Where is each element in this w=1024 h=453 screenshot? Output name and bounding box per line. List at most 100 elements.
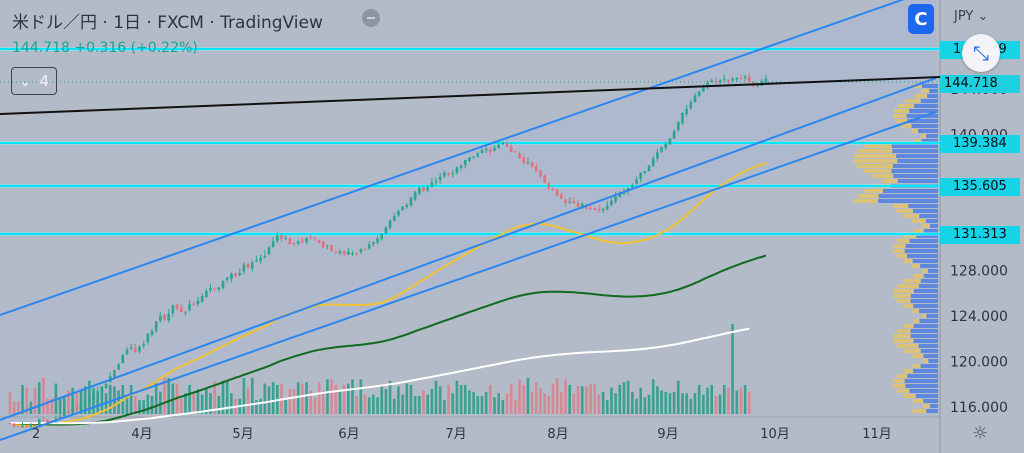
gear-icon[interactable]: ☼ [972, 423, 989, 444]
candle-body [560, 194, 563, 199]
volume-bar [376, 397, 379, 414]
black-trendline[interactable] [0, 76, 941, 115]
profile-bar-a [903, 259, 913, 263]
profile-bar-a [864, 144, 892, 148]
candle-body [209, 287, 212, 291]
volume-bar [626, 380, 630, 414]
candle-body [196, 300, 200, 305]
profile-bar-a [864, 189, 883, 193]
candle-body [121, 355, 125, 364]
candle-body [422, 187, 425, 191]
volume-bar [8, 391, 12, 414]
profile-bar-b [896, 154, 938, 158]
price-label-131313[interactable]: 131.313 [940, 226, 1020, 244]
volume-bar [714, 396, 718, 414]
volume-bar [731, 324, 734, 414]
trend-channel[interactable] [0, 0, 937, 441]
profile-bar-b [914, 104, 938, 108]
candle-body [418, 187, 421, 194]
profile-bar-a [913, 319, 920, 323]
profile-bar-b [929, 224, 938, 228]
symbol-title[interactable]: 米ドル／円 · 1日 · FXCM · TradingView [12, 13, 323, 33]
profile-bar-a [893, 244, 906, 248]
volume-bar [681, 393, 684, 414]
volume-bar [601, 391, 605, 414]
candle-body [117, 364, 120, 370]
profile-bar-b [930, 404, 938, 408]
candle-body [188, 303, 191, 311]
volume-bar [100, 386, 104, 414]
volume-bar [146, 394, 150, 414]
channel-upper-line[interactable] [0, 0, 936, 316]
candle-body [100, 387, 104, 391]
candle-body [129, 347, 133, 349]
profile-bar-b [893, 164, 938, 168]
volume-bar [447, 384, 450, 414]
indicator-count: 4 [39, 72, 50, 90]
tradingview-logo-icon[interactable]: C [908, 4, 934, 34]
volume-bar [651, 379, 655, 414]
profile-bar-a [903, 214, 920, 218]
volume-bar [664, 391, 668, 414]
candle-body [46, 419, 49, 423]
candle-body [702, 85, 705, 92]
candle-body [363, 249, 367, 251]
profile-bar-b [878, 194, 938, 198]
volume-bar [497, 393, 500, 414]
volume-bar [405, 383, 409, 414]
channel-lower-line[interactable] [0, 111, 937, 441]
candle-body [29, 424, 33, 427]
volume-bar [334, 384, 338, 414]
candle-body [326, 245, 329, 247]
volume-bar [618, 384, 622, 414]
profile-bar-a [922, 314, 927, 318]
volume-bar [271, 382, 275, 414]
profile-bar-a [893, 109, 910, 113]
candle-body [455, 167, 459, 173]
profile-bar-b [920, 99, 938, 103]
collapse-icon[interactable] [362, 9, 380, 27]
volume-bar [221, 380, 225, 414]
volume-bar [179, 398, 183, 414]
volume-bar [576, 386, 580, 414]
volume-bar [250, 378, 254, 414]
x-tick-label: 9月 [657, 427, 678, 442]
price-label-135605[interactable]: 135.605 [940, 178, 1020, 196]
profile-bar-a [897, 104, 915, 108]
profile-bar-a [881, 179, 898, 183]
candle-body [555, 189, 559, 196]
candle-body [330, 245, 333, 252]
volume-bar [685, 393, 688, 414]
horizontal-lines[interactable] [0, 47, 940, 236]
price-label-last: 144.718 [940, 75, 1020, 93]
volume-bar [42, 378, 45, 414]
profile-bar-a [853, 154, 897, 158]
minimize-icon[interactable]: ⤡ [962, 34, 1000, 72]
volume-bar [388, 380, 392, 414]
volume-bar [313, 397, 317, 414]
profile-bar-b [915, 394, 938, 398]
profile-bar-a [896, 209, 913, 213]
candle-body [179, 307, 183, 313]
candle-body [259, 257, 262, 262]
volume-bar [593, 383, 597, 414]
volume-bar [555, 378, 559, 414]
candle-body [288, 238, 292, 244]
candle-body [764, 78, 768, 82]
ma-line-white [10, 327, 750, 425]
candle-body [221, 280, 225, 288]
volume-bar [727, 387, 730, 414]
candle-body [334, 251, 338, 253]
profile-bar-b [897, 179, 938, 183]
volume-bar [108, 384, 112, 414]
channel-middle-line[interactable] [0, 77, 937, 421]
indicator-toggle[interactable]: ⌄ 4 [11, 67, 57, 95]
candle-body [200, 295, 204, 302]
candle-body [551, 189, 555, 191]
candle-body [530, 162, 534, 167]
volume-bar [493, 397, 496, 414]
price-label-139384[interactable]: 139.384 [940, 135, 1020, 153]
x-tick-label: 2 [32, 427, 40, 442]
currency-select[interactable]: JPY ⌄ [954, 9, 989, 24]
